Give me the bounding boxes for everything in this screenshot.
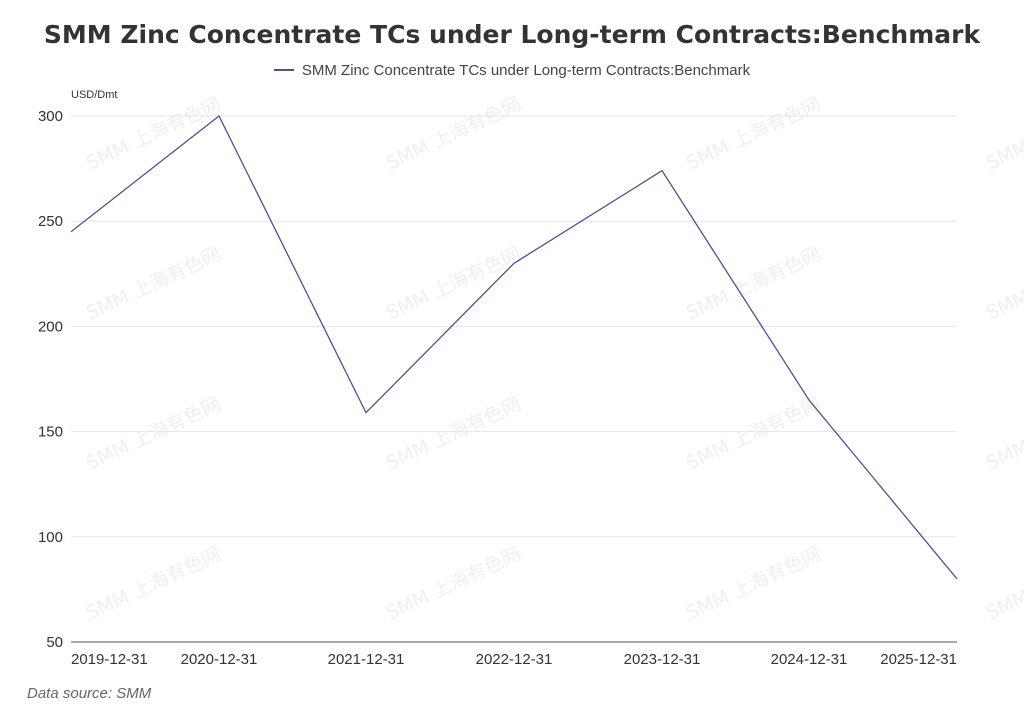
watermark-text: SMM 上海有色网	[383, 543, 525, 625]
legend-line-swatch	[273, 69, 294, 72]
watermarks: SMM 上海有色网 SMM 上海有色网 SMM 上海有色网 SMM 上海有色网 SMM …	[83, 93, 1024, 625]
watermark-text: SMM 上海有色网	[383, 393, 525, 475]
series	[70, 114, 958, 580]
x-tick-label: 2024-12-31	[771, 651, 848, 668]
watermark-text: SMM 上海有色网	[383, 93, 525, 175]
x-tick-label: 2021-12-31	[328, 651, 405, 668]
y-tick-label: 250	[38, 213, 63, 230]
watermark-text: SMM 上海有色网	[983, 543, 1024, 625]
watermark-text: SMM 上海有色网	[683, 243, 825, 325]
x-tick-label: 2025-12-31	[880, 651, 957, 668]
x-tick-label: 2023-12-31	[624, 651, 701, 668]
watermark-text: SMM 上海有色网	[83, 393, 225, 475]
watermark-text: SMM 上海有色网	[383, 243, 525, 325]
axes: 50 100 150 200 250 300 2019-12-31 2020-12-31 202…	[38, 108, 957, 668]
watermark-text: SMM 上海有色网	[683, 543, 825, 625]
y-tick-label: 300	[38, 108, 63, 125]
watermark-text: SMM 上海有色网	[83, 93, 225, 175]
watermark-text: SMM 上海有色网	[983, 243, 1024, 325]
watermark-text: SMM 上海有色网	[83, 543, 225, 625]
series-line	[70, 114, 958, 580]
x-tick-label: 2020-12-31	[181, 651, 258, 668]
watermark-text: SMM 上海有色网	[683, 93, 825, 175]
watermark-text: SMM 上海有色网	[683, 393, 825, 475]
x-tick-label: 2019-12-31	[71, 651, 148, 668]
x-tick-label: 2022-12-31	[476, 651, 553, 668]
gridlines	[71, 115, 957, 538]
y-tick-label: 150	[38, 424, 63, 441]
y-tick-label: 100	[38, 529, 63, 546]
data-source-note: Data source: SMM	[27, 685, 152, 702]
chart-title: SMM Zinc Concentrate TCs under Long-term…	[43, 20, 981, 49]
y-tick-label: 200	[38, 318, 63, 335]
watermark-text: SMM 上海有色网	[983, 393, 1024, 475]
watermark-text: SMM 上海有色网	[983, 93, 1024, 175]
legend-label: SMM Zinc Concentrate TCs under Long-term…	[301, 62, 751, 79]
legend[interactable]: SMM Zinc Concentrate TCs under Long-term…	[0, 62, 1024, 79]
y-axis-unit-label: USD/Dmt	[71, 89, 118, 101]
y-tick-label: 50	[46, 634, 63, 651]
watermark-text: SMM 上海有色网	[83, 243, 225, 325]
